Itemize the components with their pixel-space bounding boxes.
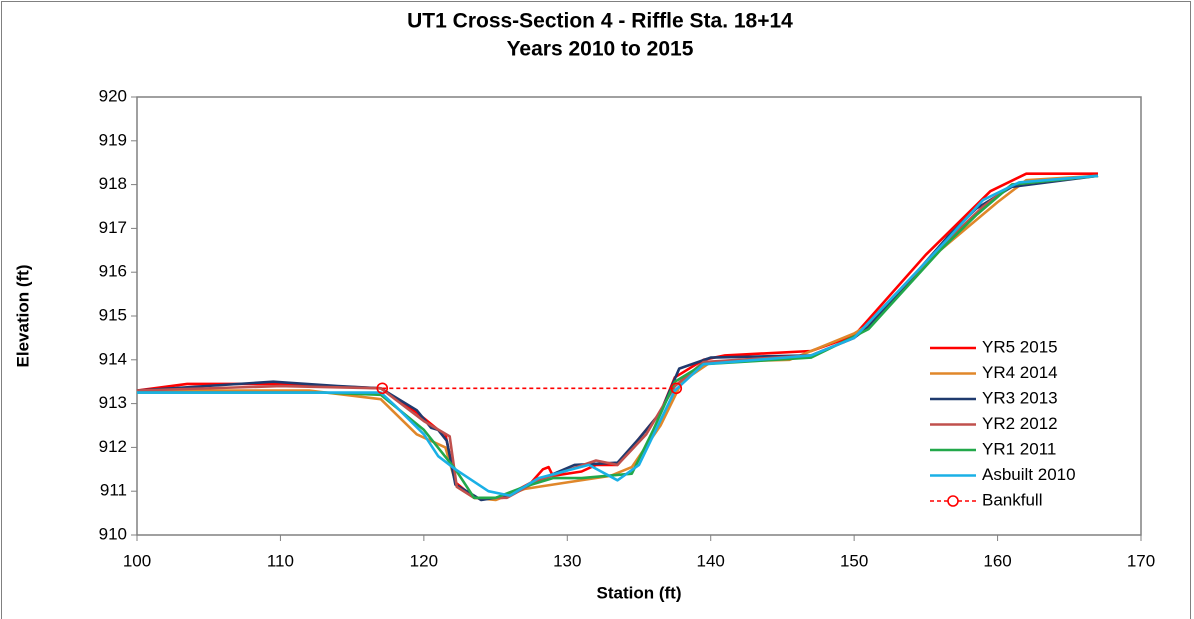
legend-label: YR3 2013 [982, 388, 1058, 407]
x-tick-label: 100 [123, 551, 151, 570]
x-axis-label: Station (ft) [597, 583, 682, 602]
series-line [137, 174, 1099, 500]
x-tick-label: 110 [267, 551, 294, 570]
y-tick-label: 910 [99, 524, 127, 543]
y-tick-label: 913 [99, 393, 127, 412]
y-tick-label: 915 [99, 305, 127, 324]
y-tick-label: 916 [99, 262, 127, 281]
x-tick-label: 120 [410, 551, 438, 570]
series-line [137, 174, 1099, 497]
legend-label: YR5 2015 [982, 337, 1058, 356]
legend-label: Bankfull [982, 490, 1042, 509]
legend-label: YR4 2014 [982, 363, 1058, 382]
y-tick-label: 911 [100, 481, 127, 500]
x-tick-label: 140 [697, 551, 725, 570]
y-tick-label: 914 [99, 349, 127, 368]
legend-label: YR1 2011 [982, 439, 1056, 458]
y-tick-label: 918 [99, 174, 127, 193]
chart-title: UT1 Cross-Section 4 - Riffle Sta. 18+14 [407, 10, 793, 33]
x-tick-label: 160 [983, 551, 1011, 570]
legend-label: YR2 2012 [982, 414, 1058, 433]
point-marker [670, 382, 683, 395]
y-tick-label: 920 [99, 86, 127, 105]
legend-label: Asbuilt 2010 [982, 465, 1076, 484]
y-axis-label: Elevation (ft) [13, 265, 32, 368]
x-tick-label: 150 [840, 551, 868, 570]
y-tick-label: 919 [99, 130, 127, 149]
x-tick-label: 130 [553, 551, 581, 570]
x-tick-label: 170 [1127, 551, 1155, 570]
point-marker [376, 382, 389, 395]
y-tick-label: 912 [99, 437, 127, 456]
legend-marker [947, 495, 959, 507]
chart-subtitle: Years 2010 to 2015 [507, 38, 694, 61]
y-tick-label: 917 [99, 218, 127, 237]
